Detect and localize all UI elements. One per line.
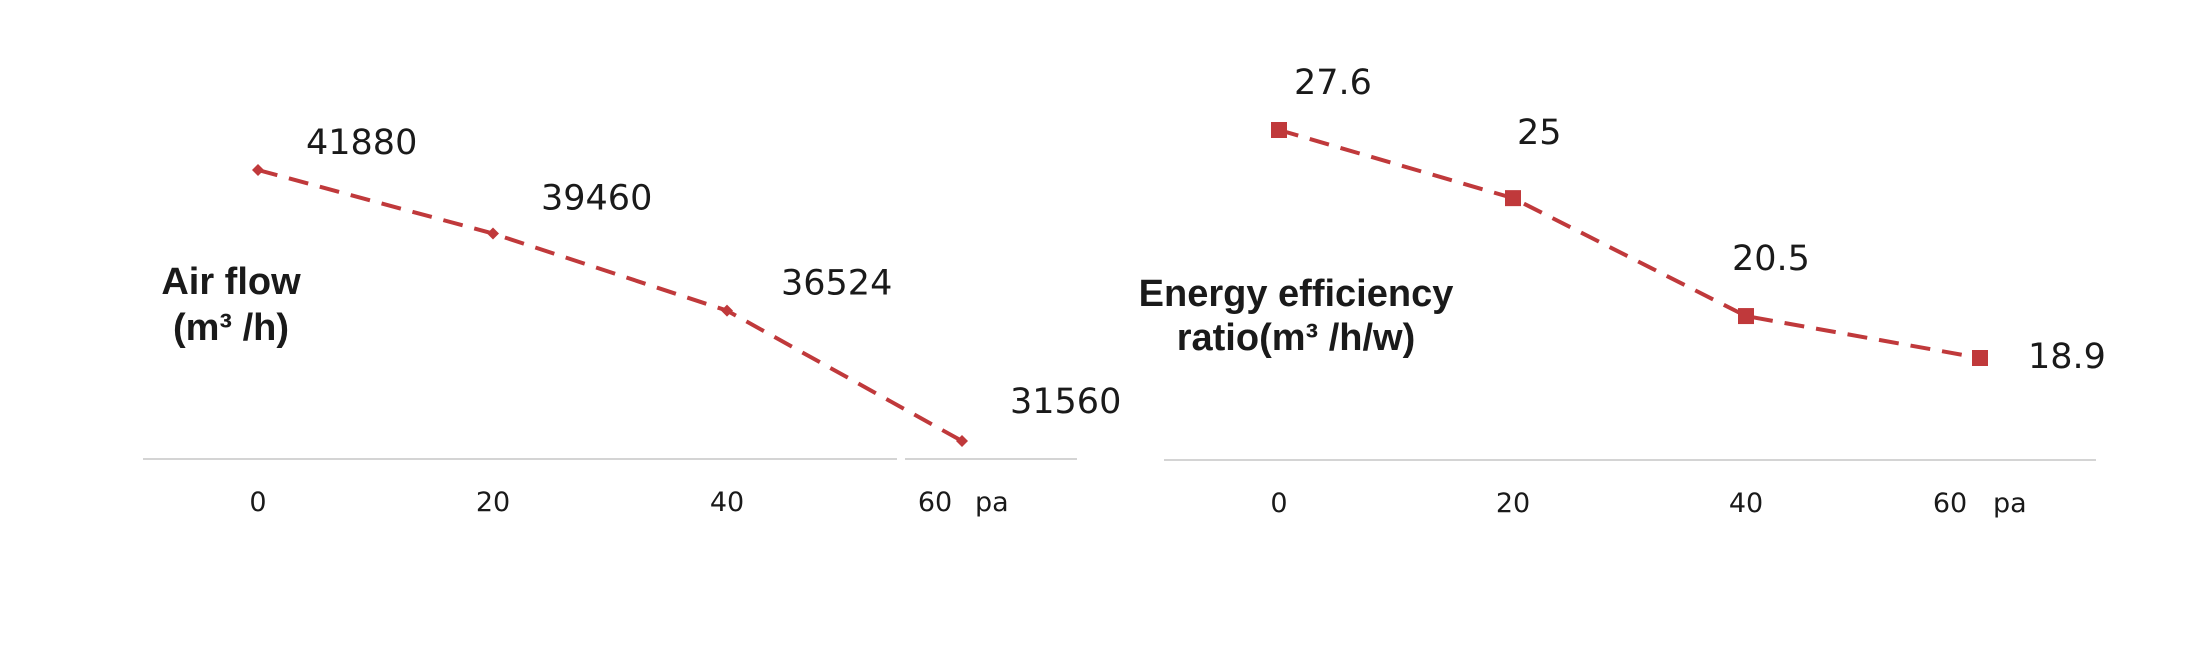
air-flow-series — [252, 164, 968, 447]
data-label: 18.9 — [2028, 337, 2106, 377]
y-axis-label-line-1: Air flow — [161, 261, 301, 303]
air-flow-tick-labels: 0 20 40 60 — [249, 487, 952, 518]
x-tick-label: 40 — [1729, 488, 1763, 519]
energy-efficiency-tick-labels: 0 20 40 60 — [1270, 488, 1967, 519]
y-axis-label-line-2: ratio(m³ /h/w) — [1177, 317, 1416, 359]
series-line — [1278, 128, 1981, 360]
data-label: 39460 — [541, 179, 652, 219]
data-point-marker — [487, 227, 499, 240]
data-label: 20.5 — [1732, 239, 1810, 279]
air-flow-chart: Air flow (m³ /h) 41880 39460 36524 31560 0 2… — [143, 123, 1121, 518]
air-flow-data-labels: 41880 39460 36524 31560 — [306, 123, 1121, 422]
energy-efficiency-data-labels: 27.6 25 20.5 18.9 — [1294, 63, 2106, 377]
data-point-marker — [1271, 122, 1287, 138]
data-point-marker — [956, 435, 968, 447]
x-axis-unit-label: pa — [975, 487, 1009, 518]
x-axis-unit-label: pa — [1993, 488, 2027, 519]
x-tick-label: 60 — [1933, 488, 1967, 519]
data-label: 25 — [1517, 113, 1562, 153]
x-tick-label: 0 — [1270, 488, 1287, 519]
x-tick-label: 40 — [710, 487, 744, 518]
data-label: 41880 — [306, 123, 417, 163]
data-point-marker — [1738, 308, 1754, 325]
data-point-marker — [721, 304, 733, 317]
x-tick-label: 20 — [476, 487, 510, 518]
y-axis-label-line-2: (m³ /h) — [173, 307, 289, 349]
energy-efficiency-chart: Energy efficiency ratio(m³ /h/w) 27.6252… — [1139, 63, 2106, 519]
energy-efficiency-series — [1271, 122, 1988, 366]
series-line — [257, 168, 963, 443]
x-tick-label: 0 — [249, 487, 266, 518]
data-point-marker — [1505, 190, 1521, 207]
data-label: 36524 — [781, 264, 892, 304]
data-point-marker — [1972, 350, 1988, 366]
data-point-marker — [252, 164, 264, 176]
data-label: 27.6 — [1294, 63, 1372, 103]
x-tick-label: 20 — [1496, 488, 1530, 519]
y-axis-label-line-1: Energy efficiency — [1139, 273, 1454, 315]
data-label: 31560 — [1010, 382, 1121, 422]
x-tick-label: 60 — [918, 487, 952, 518]
